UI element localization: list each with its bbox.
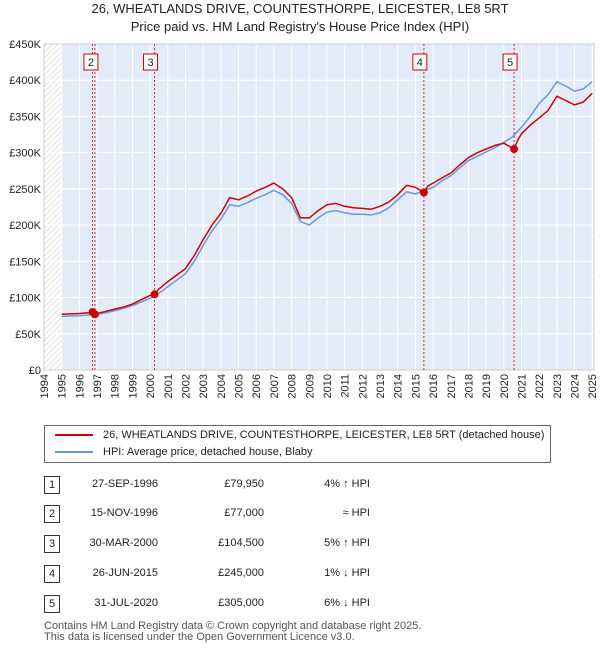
footer-line-2: This data is licensed under the Open Gov…	[44, 631, 355, 643]
x-tick-label: 2014	[393, 374, 405, 398]
x-tick-label: 2022	[534, 374, 546, 398]
y-tick-label: £200K	[9, 220, 41, 232]
sale-number-badge: 1	[44, 476, 60, 494]
sale-point	[150, 290, 159, 299]
chart-legend: 26, WHEATLANDS DRIVE, COUNTESTHORPE, LEI…	[44, 425, 551, 463]
sale-date: 27-SEP-1996	[91, 478, 158, 490]
sale-price: £305,000	[218, 597, 264, 609]
sale-date: 31-JUL-2020	[94, 597, 158, 609]
y-tick-label: £250K	[9, 184, 41, 196]
x-tick-label: 2024	[570, 374, 582, 398]
sale-price: £79,950	[224, 478, 264, 490]
y-tick-label: £50K	[15, 329, 41, 341]
sale-number-label: 2	[88, 57, 94, 69]
sale-price: £77,000	[224, 507, 264, 519]
x-tick-label: 2023	[552, 374, 564, 398]
sale-row: 5 31-JUL-2020 £305,000 6% ↓ HPI	[0, 595, 600, 613]
x-tick-label: 1998	[110, 374, 122, 398]
x-tick-label: 2003	[198, 374, 210, 398]
x-tick-label: 2020	[499, 374, 511, 398]
footer-attribution: Contains HM Land Registry data © Crown c…	[44, 621, 421, 643]
footer-line-1: Contains HM Land Registry data © Crown c…	[44, 620, 422, 632]
sale-number-label: 5	[507, 57, 513, 69]
x-tick-label: 1999	[127, 374, 139, 398]
sale-row: 3 30-MAR-2000 £104,500 5% ↑ HPI	[0, 535, 600, 553]
sale-point	[419, 188, 428, 197]
y-tick-label: £350K	[9, 111, 41, 123]
legend-label-property: 26, WHEATLANDS DRIVE, COUNTESTHORPE, LEI…	[103, 429, 545, 441]
sale-date: 30-MAR-2000	[89, 537, 158, 549]
sale-hpi-diff: ≈ HPI	[342, 507, 370, 519]
x-tick-label: 2012	[357, 374, 369, 398]
x-tick-label: 2000	[145, 374, 157, 398]
x-tick-label: 2017	[446, 374, 458, 398]
plot-frame	[43, 43, 595, 371]
x-tick-label: 2013	[375, 374, 387, 398]
x-tick-label: 1996	[74, 374, 86, 398]
sale-number-badge: 5	[44, 595, 60, 613]
sale-hpi-diff: 5% ↑ HPI	[324, 537, 370, 549]
legend-label-hpi: HPI: Average price, detached house, Blab…	[103, 446, 313, 458]
chart-title-line1: 26, WHEATLANDS DRIVE, COUNTESTHORPE, LEI…	[91, 1, 509, 16]
x-tick-label: 2015	[410, 374, 422, 398]
sale-number-box	[83, 53, 99, 71]
legend-line-property	[55, 434, 93, 436]
x-tick-label: 2005	[234, 374, 246, 398]
x-tick-label: 1995	[57, 374, 69, 398]
y-tick-label: £150K	[9, 256, 41, 268]
y-tick-label: £450K	[9, 39, 41, 51]
x-tick-label: 2004	[216, 374, 228, 398]
sale-row: 2 15-NOV-1996 £77,000 ≈ HPI	[0, 505, 600, 523]
legend-line-hpi	[55, 451, 93, 453]
sale-price: £104,500	[218, 537, 264, 549]
sale-date: 15-NOV-1996	[90, 507, 158, 519]
x-tick-label: 2006	[251, 374, 263, 398]
sale-number-badge: 3	[44, 535, 60, 553]
x-tick-label: 1994	[39, 374, 51, 398]
x-tick-label: 2010	[322, 374, 334, 398]
x-tick-label: 2008	[287, 374, 299, 398]
sale-number-label: 4	[417, 57, 423, 69]
sale-number-badge: 4	[44, 565, 60, 583]
x-tick-label: 2001	[163, 374, 175, 398]
sale-point	[90, 310, 99, 319]
hatched-region-left	[44, 44, 62, 370]
x-tick-label: 2002	[180, 374, 192, 398]
sale-price: £245,000	[218, 567, 264, 579]
y-tick-label: £300K	[9, 148, 41, 160]
sale-number-box	[412, 53, 428, 71]
x-tick-label: 2016	[428, 374, 440, 398]
x-tick-label: 2019	[481, 374, 493, 398]
sale-row: 4 26-JUN-2015 £245,000 1% ↓ HPI	[0, 565, 600, 583]
sale-number-box	[143, 53, 159, 71]
x-tick-label: 2021	[516, 374, 528, 398]
sale-number-box	[502, 53, 518, 71]
sale-hpi-diff: 6% ↓ HPI	[324, 597, 370, 609]
x-tick-label: 2025	[587, 374, 599, 398]
y-tick-label: £0	[29, 365, 41, 377]
legend-item-hpi: HPI: Average price, detached house, Blab…	[55, 444, 313, 460]
x-tick-label: 2011	[340, 374, 352, 398]
sale-point	[510, 145, 519, 154]
y-tick-label: £100K	[9, 293, 41, 305]
price-chart: £0 £50K £100K £150K £200K £250K £300K £350K £400…	[9, 39, 599, 398]
sale-hpi-diff: 1% ↓ HPI	[324, 567, 370, 579]
sale-row: 1 27-SEP-1996 £79,950 4% ↑ HPI	[0, 476, 600, 494]
sale-date: 26-JUN-2015	[92, 567, 158, 579]
y-tick-label: £400K	[9, 75, 41, 87]
chart-title-line2: Price paid vs. HM Land Registry's House …	[130, 19, 470, 34]
sale-number-label: 3	[147, 57, 153, 69]
property-series-line	[61, 92, 593, 315]
sale-number-badge: 2	[44, 505, 60, 523]
x-tick-label: 2007	[269, 374, 281, 398]
x-tick-label: 1997	[92, 374, 104, 398]
legend-item-property: 26, WHEATLANDS DRIVE, COUNTESTHORPE, LEI…	[55, 427, 544, 443]
sale-hpi-diff: 4% ↑ HPI	[324, 478, 370, 490]
x-tick-label: 2009	[304, 374, 316, 398]
x-tick-label: 2018	[463, 374, 475, 398]
hatched-region-right	[592, 44, 594, 370]
